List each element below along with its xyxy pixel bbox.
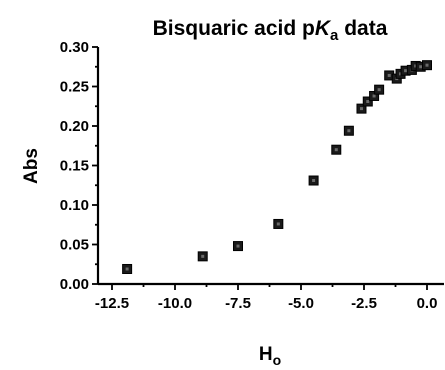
data-point	[374, 84, 385, 95]
y-axis-label: Abs	[21, 148, 42, 184]
x-tick-label: -7.5	[225, 295, 251, 312]
y-ticks: 0.00 0.05 0.10 0.15 0.20 0.25 0.30	[60, 39, 98, 293]
x-tick-label: -12.5	[95, 295, 129, 312]
data-point	[331, 144, 342, 155]
x-axis-label-main: H	[259, 344, 273, 365]
chart-title: Bisquaric acid pKa data	[153, 17, 388, 44]
x-tick-label: 0.0	[417, 295, 438, 312]
x-axis-label-sub: o	[273, 352, 282, 368]
x-tick-label: -10.0	[158, 295, 192, 312]
data-point	[197, 251, 208, 262]
y-tick-label: 0.15	[60, 158, 89, 175]
chart-title-post: data	[338, 17, 387, 40]
data-point	[369, 90, 380, 101]
data-point	[422, 60, 432, 71]
chart-title-pre: Bisquaric acid p	[153, 17, 315, 40]
x-tick-label: -5.0	[288, 295, 314, 312]
data-points	[122, 60, 432, 274]
y-tick-label: 0.25	[60, 79, 89, 96]
x-axis-label: Ho	[259, 344, 281, 368]
data-point	[308, 175, 319, 186]
data-point	[356, 103, 367, 114]
x-tick-label: -2.5	[351, 295, 377, 312]
chart-title-sub: a	[330, 27, 339, 44]
y-tick-label: 0.30	[60, 39, 89, 56]
y-tick-label: 0.00	[60, 276, 89, 293]
chart-title-italic: K	[315, 17, 332, 40]
data-point	[122, 263, 133, 274]
y-tick-label: 0.10	[60, 197, 89, 214]
y-tick-label: 0.20	[60, 118, 89, 135]
data-point	[233, 241, 243, 252]
x-ticks: -12.5 -10.0 -7.5 -5.0 -2.5 0.0	[95, 284, 438, 312]
y-tick-label: 0.05	[60, 237, 89, 254]
data-point	[343, 125, 354, 136]
data-point	[273, 218, 284, 229]
data-point	[362, 96, 373, 107]
